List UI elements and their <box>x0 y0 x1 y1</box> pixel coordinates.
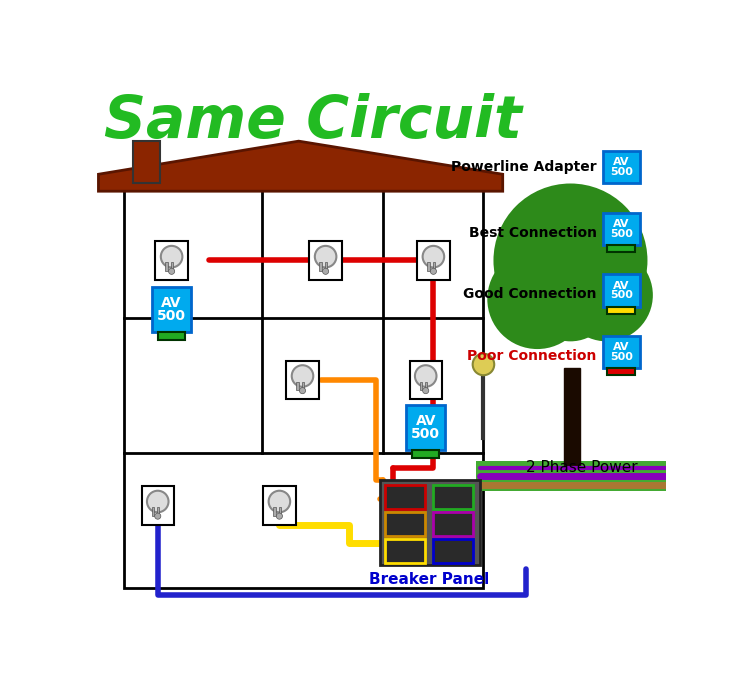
Text: AV: AV <box>613 158 629 167</box>
Circle shape <box>487 249 588 349</box>
Bar <box>427 263 430 271</box>
Circle shape <box>423 388 429 393</box>
Bar <box>320 263 322 271</box>
Bar <box>384 512 424 536</box>
Bar <box>608 306 635 313</box>
Circle shape <box>473 354 494 375</box>
Circle shape <box>168 268 174 275</box>
Circle shape <box>503 230 595 322</box>
Text: Same Circuit: Same Circuit <box>104 92 522 149</box>
Text: 500: 500 <box>157 309 186 323</box>
Bar <box>286 361 318 399</box>
Bar <box>157 507 160 516</box>
Bar <box>142 486 174 525</box>
Circle shape <box>430 268 436 275</box>
Circle shape <box>276 513 283 519</box>
Bar <box>433 512 473 536</box>
Bar <box>158 332 185 340</box>
Bar <box>384 539 424 563</box>
Bar <box>165 263 168 271</box>
Text: Breaker Panel: Breaker Panel <box>370 573 490 587</box>
Bar <box>476 461 669 491</box>
Text: Best Connection: Best Connection <box>469 226 597 240</box>
Polygon shape <box>99 141 503 191</box>
Text: 500: 500 <box>610 352 633 362</box>
Bar <box>419 382 421 391</box>
Text: AV: AV <box>161 296 182 310</box>
Circle shape <box>493 183 648 338</box>
Circle shape <box>147 491 168 512</box>
Bar <box>309 241 342 280</box>
Circle shape <box>292 365 313 387</box>
Bar <box>151 507 154 516</box>
Text: AV: AV <box>613 342 629 352</box>
Polygon shape <box>110 149 491 177</box>
Bar <box>302 382 304 391</box>
Circle shape <box>323 268 329 275</box>
Circle shape <box>154 513 161 519</box>
Bar <box>263 486 295 525</box>
Bar <box>417 241 450 280</box>
Circle shape <box>549 235 638 325</box>
Bar <box>433 263 435 271</box>
Text: 500: 500 <box>411 427 440 441</box>
Text: 2 Phase Power: 2 Phase Power <box>526 459 637 475</box>
Text: AV: AV <box>613 281 629 291</box>
Bar <box>410 361 442 399</box>
Text: 500: 500 <box>610 167 633 177</box>
Bar <box>384 485 424 509</box>
Bar <box>379 480 479 564</box>
Bar <box>608 245 635 252</box>
Bar <box>296 382 298 391</box>
Bar <box>279 507 281 516</box>
Bar <box>155 241 188 280</box>
Bar <box>425 382 427 391</box>
Bar <box>433 485 473 509</box>
Circle shape <box>161 246 183 268</box>
Bar <box>413 450 439 457</box>
Bar <box>603 213 640 245</box>
Bar <box>608 368 635 375</box>
Bar <box>433 539 473 563</box>
Circle shape <box>513 188 628 303</box>
Circle shape <box>315 246 336 268</box>
Text: 500: 500 <box>610 291 633 300</box>
Bar <box>133 141 160 183</box>
Bar <box>273 507 275 516</box>
Bar <box>603 275 640 306</box>
Circle shape <box>528 256 613 341</box>
Bar <box>603 336 640 368</box>
Bar <box>407 405 445 450</box>
Text: AV: AV <box>613 219 629 229</box>
Bar <box>171 263 173 271</box>
Circle shape <box>269 491 290 512</box>
Circle shape <box>423 246 444 268</box>
Text: Good Connection: Good Connection <box>463 287 597 302</box>
Circle shape <box>560 249 653 341</box>
Circle shape <box>415 365 436 387</box>
Text: AV: AV <box>416 414 436 428</box>
Bar <box>603 151 640 183</box>
Circle shape <box>300 388 306 393</box>
Bar <box>152 288 191 332</box>
Text: 500: 500 <box>610 229 633 239</box>
Bar <box>124 183 484 588</box>
Bar <box>325 263 327 271</box>
Text: Poor Connection: Poor Connection <box>467 349 597 363</box>
Bar <box>565 368 580 468</box>
Text: Powerline Adapter: Powerline Adapter <box>451 161 597 174</box>
